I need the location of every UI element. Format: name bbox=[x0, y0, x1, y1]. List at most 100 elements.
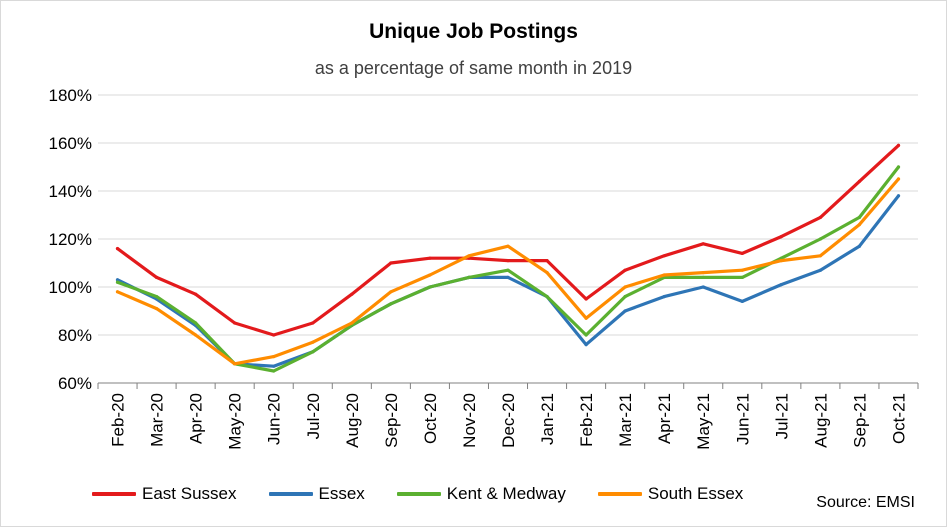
chart-title: Unique Job Postings bbox=[369, 20, 578, 43]
data-point-east-sussex-dec-20 bbox=[506, 259, 510, 263]
data-point-kent-medway-feb-20 bbox=[115, 280, 120, 284]
data-point-east-sussex-jul-21 bbox=[779, 235, 783, 239]
data-point-kent-medway-oct-21 bbox=[896, 165, 901, 169]
x-tick-label-jul-21: Jul-21 bbox=[772, 393, 791, 439]
data-point-kent-medway-jul-20 bbox=[311, 350, 315, 354]
data-point-east-sussex-oct-21 bbox=[896, 143, 901, 147]
data-point-south-essex-feb-20 bbox=[115, 290, 120, 294]
data-point-essex-jun-21 bbox=[740, 299, 744, 303]
legend-label-kent-medway: Kent & Medway bbox=[446, 484, 566, 503]
data-point-south-essex-aug-21 bbox=[818, 254, 822, 258]
legend-swatch-kent-medway bbox=[396, 492, 441, 496]
data-point-kent-medway-dec-20 bbox=[506, 268, 510, 272]
data-point-east-sussex-sep-21 bbox=[857, 179, 862, 183]
data-point-east-sussex-may-21 bbox=[701, 242, 705, 246]
x-tick-label-may-20: May-20 bbox=[226, 393, 245, 450]
data-point-south-essex-jun-21 bbox=[740, 268, 744, 272]
legend-item-east-sussex: East Sussex bbox=[92, 484, 237, 504]
data-point-east-sussex-apr-21 bbox=[662, 254, 666, 258]
data-point-east-sussex-aug-20 bbox=[350, 292, 354, 296]
data-point-south-essex-may-20 bbox=[233, 362, 237, 366]
series-line-essex bbox=[115, 194, 901, 368]
data-point-south-essex-sep-21 bbox=[857, 223, 862, 227]
y-tick-label-100: 100% bbox=[49, 278, 92, 297]
y-tick-label-60: 60% bbox=[58, 374, 92, 393]
chart-legend: East Sussex Essex Kent & Medway South Es… bbox=[92, 484, 775, 504]
legend-label-east-sussex: East Sussex bbox=[142, 484, 237, 503]
data-point-south-essex-oct-21 bbox=[896, 177, 901, 181]
x-tick-label-jul-20: Jul-20 bbox=[304, 393, 323, 439]
data-point-kent-medway-feb-21 bbox=[584, 333, 588, 337]
data-point-essex-dec-20 bbox=[506, 275, 510, 279]
legend-label-south-essex: South Essex bbox=[647, 484, 744, 503]
data-point-east-sussex-sep-20 bbox=[389, 261, 393, 265]
data-point-essex-sep-21 bbox=[857, 244, 862, 248]
y-tick-label-80: 80% bbox=[58, 326, 92, 345]
x-tick-label-dec-20: Dec-20 bbox=[499, 393, 518, 448]
data-point-south-essex-sep-20 bbox=[389, 290, 393, 294]
data-point-east-sussex-jul-20 bbox=[311, 321, 315, 325]
data-point-south-essex-jan-21 bbox=[545, 271, 549, 275]
x-tick-label-feb-21: Feb-21 bbox=[577, 393, 596, 447]
data-point-essex-may-21 bbox=[701, 285, 705, 289]
legend-label-essex: Essex bbox=[318, 484, 365, 503]
data-point-east-sussex-feb-21 bbox=[584, 297, 588, 301]
data-point-east-sussex-jun-20 bbox=[272, 333, 276, 337]
data-point-kent-medway-jan-21 bbox=[545, 295, 549, 299]
data-point-south-essex-nov-20 bbox=[467, 254, 471, 258]
data-point-essex-feb-21 bbox=[584, 343, 588, 347]
x-tick-label-apr-20: Apr-20 bbox=[187, 393, 206, 444]
y-tick-label-160: 160% bbox=[49, 134, 92, 153]
data-point-kent-medway-jun-21 bbox=[740, 275, 744, 279]
y-tick-label-120: 120% bbox=[49, 230, 92, 249]
data-point-south-essex-jul-20 bbox=[311, 340, 315, 344]
x-tick-label-jan-21: Jan-21 bbox=[538, 393, 557, 445]
series-line-east-sussex bbox=[115, 143, 901, 337]
data-point-essex-apr-21 bbox=[662, 295, 666, 299]
legend-swatch-east-sussex bbox=[92, 492, 136, 496]
data-point-kent-medway-jun-20 bbox=[272, 369, 276, 373]
x-tick-label-sep-21: Sep-21 bbox=[850, 393, 869, 448]
data-point-essex-jul-21 bbox=[779, 283, 783, 287]
x-tick-label-jun-20: Jun-20 bbox=[265, 393, 284, 445]
x-tick-label-oct-20: Oct-20 bbox=[421, 393, 440, 444]
data-point-south-essex-apr-20 bbox=[194, 333, 198, 337]
data-point-essex-jun-20 bbox=[272, 364, 276, 368]
data-point-south-essex-jul-21 bbox=[779, 259, 783, 263]
legend-swatch-south-essex bbox=[597, 492, 642, 496]
data-point-kent-medway-mar-21 bbox=[623, 295, 627, 299]
x-tick-label-may-21: May-21 bbox=[694, 393, 713, 450]
x-tick-label-oct-21: Oct-21 bbox=[889, 393, 908, 444]
data-point-kent-medway-oct-20 bbox=[428, 285, 432, 289]
data-point-kent-medway-may-21 bbox=[701, 275, 705, 279]
data-point-south-essex-aug-20 bbox=[350, 321, 354, 325]
data-point-south-essex-mar-21 bbox=[623, 285, 627, 289]
data-point-east-sussex-may-20 bbox=[233, 321, 237, 325]
x-tick-label-sep-20: Sep-20 bbox=[382, 393, 401, 448]
data-point-east-sussex-mar-21 bbox=[623, 268, 627, 272]
data-point-south-essex-may-21 bbox=[701, 271, 705, 275]
data-point-kent-medway-mar-20 bbox=[154, 295, 159, 299]
data-point-essex-feb-20 bbox=[115, 278, 120, 282]
data-point-essex-mar-21 bbox=[623, 309, 627, 313]
data-point-south-essex-mar-20 bbox=[154, 307, 159, 311]
data-point-east-sussex-oct-20 bbox=[428, 256, 432, 260]
data-point-south-essex-jun-20 bbox=[272, 355, 276, 359]
data-point-kent-medway-nov-20 bbox=[467, 275, 471, 279]
chart-subtitle: as a percentage of same month in 2019 bbox=[314, 58, 633, 78]
data-point-east-sussex-jan-21 bbox=[545, 259, 549, 263]
x-tick-label-mar-21: Mar-21 bbox=[616, 393, 635, 447]
data-point-kent-medway-sep-20 bbox=[389, 302, 393, 306]
data-point-east-sussex-mar-20 bbox=[154, 275, 159, 279]
data-point-east-sussex-aug-21 bbox=[818, 215, 822, 219]
data-point-south-essex-oct-20 bbox=[428, 273, 432, 277]
data-point-kent-medway-apr-20 bbox=[194, 321, 198, 325]
data-point-east-sussex-jun-21 bbox=[740, 251, 744, 255]
x-tick-label-apr-21: Apr-21 bbox=[655, 393, 674, 444]
x-tick-label-mar-20: Mar-20 bbox=[148, 393, 167, 447]
data-point-essex-oct-21 bbox=[896, 194, 901, 198]
x-tick-label-jun-21: Jun-21 bbox=[733, 393, 752, 445]
y-tick-label-140: 140% bbox=[49, 182, 92, 201]
data-point-kent-medway-aug-21 bbox=[818, 237, 822, 241]
